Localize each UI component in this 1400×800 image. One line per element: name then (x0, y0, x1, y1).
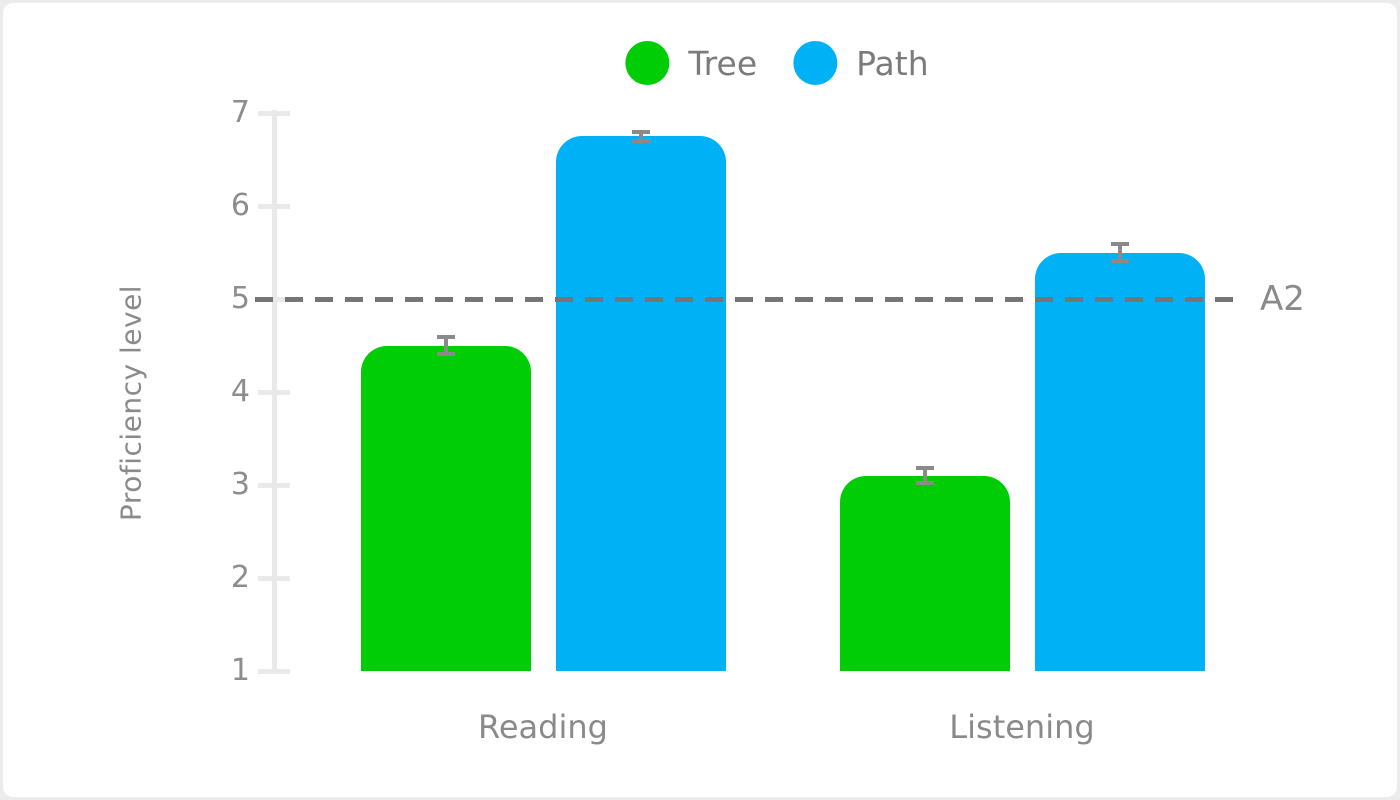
legend-label-tree: Tree (688, 43, 758, 83)
error-bar-tree-listening (915, 466, 934, 485)
error-bar-path-reading (631, 129, 650, 143)
error-bar-path-listening (1110, 242, 1129, 263)
error-bar-cap (915, 466, 934, 471)
y-tick-label-1: 1 (230, 653, 250, 688)
y-tick-1 (258, 668, 290, 674)
x-label-reading: Reading (478, 708, 608, 746)
x-label-listening: Listening (949, 708, 1095, 746)
error-bar-cap (631, 129, 650, 134)
legend-item-path: Path (793, 41, 929, 85)
legend-item-tree: Tree (625, 41, 757, 85)
bar-tree-reading (360, 345, 531, 671)
bar-tree-listening (839, 475, 1010, 671)
chart-card: Tree Path Proficiency level A2 1 2 3 4 5 6 7 Rea… (3, 3, 1397, 797)
y-tick-label-4: 4 (230, 374, 250, 409)
reference-line-a2 (255, 296, 1241, 302)
error-bar-cap (1110, 258, 1129, 263)
y-tick-label-3: 3 (230, 467, 250, 502)
error-bar-cap (1110, 242, 1129, 247)
error-bar-stem (1117, 242, 1122, 263)
bar-path-reading (555, 136, 726, 671)
error-bar-stem (443, 335, 448, 356)
legend-swatch-tree (625, 41, 670, 85)
y-axis-title: Proficiency level (114, 284, 148, 522)
y-tick-6 (258, 203, 290, 209)
reference-line-label: A2 (1260, 279, 1305, 319)
error-bar-cap (436, 335, 455, 340)
legend-label-path: Path (856, 43, 929, 83)
error-bar-cap (631, 138, 650, 143)
y-tick-3 (258, 482, 290, 488)
bar-path-listening (1034, 252, 1205, 671)
error-bar-cap (436, 351, 455, 356)
y-tick-label-6: 6 (230, 188, 250, 223)
y-tick-label-2: 2 (230, 560, 250, 595)
legend: Tree Path (625, 41, 929, 85)
error-bar-stem (638, 129, 643, 143)
y-tick-2 (258, 575, 290, 581)
error-bar-cap (915, 480, 934, 485)
y-tick-4 (258, 389, 290, 395)
y-tick-label-5: 5 (230, 281, 250, 316)
error-bar-tree-reading (436, 335, 455, 356)
y-tick-label-7: 7 (230, 95, 250, 130)
legend-swatch-path (793, 41, 838, 85)
y-tick-7 (258, 110, 290, 116)
plot-area: Proficiency level A2 1 2 3 4 5 6 7 Reading Liste… (3, 3, 1397, 797)
error-bar-stem (922, 466, 927, 485)
